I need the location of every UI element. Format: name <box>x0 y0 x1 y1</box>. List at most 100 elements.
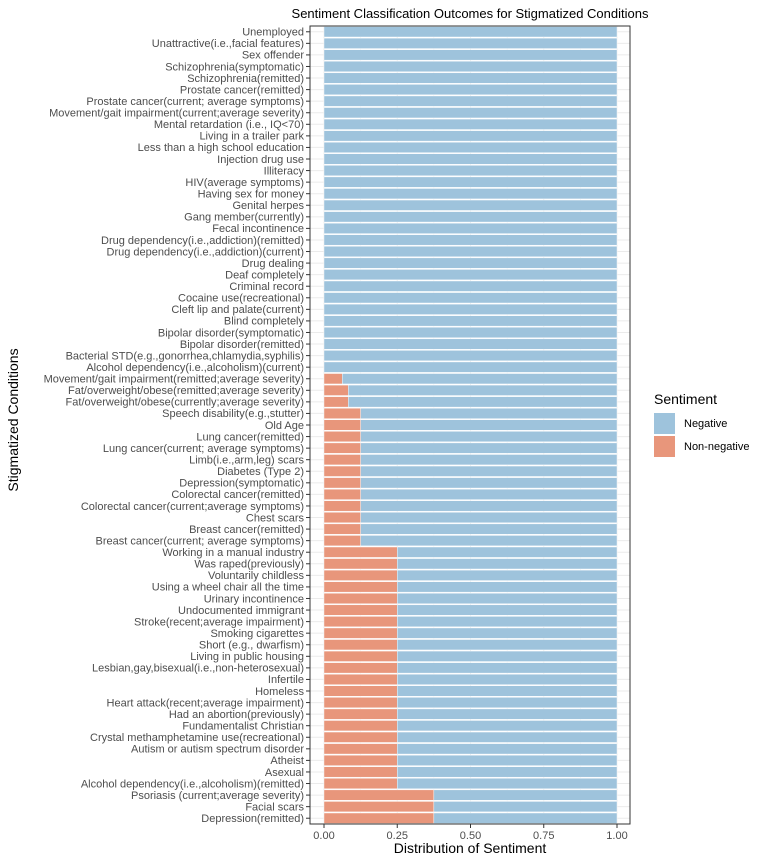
bar-negative <box>348 384 618 396</box>
bar-non-negative <box>323 408 361 419</box>
y-tick-label: Voluntarily childless <box>208 570 304 582</box>
bar-negative <box>360 419 618 431</box>
y-tick-label: Homeless <box>255 686 304 698</box>
bar-negative <box>397 569 618 581</box>
legend-label: Non-negative <box>684 441 749 453</box>
bar-negative <box>433 812 618 824</box>
y-tick-label: Asexual <box>265 767 304 779</box>
y-tick-label: Alcohol dependency(i.e.,alcoholism)(curr… <box>86 362 304 374</box>
bar-negative <box>323 222 618 234</box>
y-tick-label: Smoking cigarettes <box>210 628 304 640</box>
bar-negative <box>397 708 618 720</box>
bar-negative <box>397 662 618 674</box>
bar-negative <box>397 731 618 743</box>
bar-negative <box>397 754 618 766</box>
y-tick-label: Living in a trailer park <box>199 131 304 143</box>
bar-non-negative <box>323 616 398 628</box>
y-tick-label: HIV(average symptoms) <box>185 177 304 189</box>
bar-negative <box>360 431 618 442</box>
y-tick-label: Crystal methamphetamine use(recreational… <box>90 732 304 744</box>
bar-non-negative <box>323 674 398 685</box>
bar-non-negative <box>323 650 398 662</box>
y-tick-label: Sex offender <box>242 50 305 62</box>
y-tick-label: Fundamentalist Christian <box>182 720 304 732</box>
y-tick-label: Facial scars <box>245 801 304 813</box>
y-tick-label: Cleft lip and palate(current) <box>171 304 304 316</box>
legend-swatch-negative <box>654 413 675 434</box>
bar-negative <box>360 465 618 477</box>
x-tick-label: 0.25 <box>387 830 408 842</box>
bar-non-negative <box>323 512 361 523</box>
bar-negative <box>323 84 618 96</box>
bar-negative <box>323 257 618 269</box>
bar-non-negative <box>323 604 398 616</box>
y-tick-label: Movement/gait impairment(current;average… <box>49 108 304 120</box>
bar-non-negative <box>323 662 398 674</box>
bar-non-negative <box>323 535 361 547</box>
y-tick-label: Colorectal cancer(current;average sympto… <box>81 501 304 513</box>
bar-negative <box>323 246 618 257</box>
y-tick-label: Prostate cancer(remitted) <box>180 84 304 96</box>
y-tick-label: Fat/overweight/obese(remitted;average se… <box>68 385 304 397</box>
y-tick-label: Heart attack(recent;average impairment) <box>107 697 304 709</box>
y-tick-label: Bipolar disorder(symptomatic) <box>158 327 304 339</box>
bar-negative <box>397 581 618 593</box>
y-tick-label: Movement/gait impairment(remitted;averag… <box>44 374 304 386</box>
bar-negative <box>342 373 618 385</box>
bar-negative <box>360 408 618 419</box>
bar-negative <box>397 627 618 639</box>
y-tick-label: Old Age <box>265 420 304 432</box>
bar-negative <box>433 801 618 813</box>
bar-negative <box>397 639 618 651</box>
bar-negative <box>397 778 618 789</box>
bar-negative <box>397 558 618 570</box>
bar-negative <box>323 142 618 153</box>
bar-negative <box>397 616 618 628</box>
bar-negative <box>323 107 618 119</box>
y-tick-label: Lung cancer(current; average symptoms) <box>103 443 304 455</box>
bar-non-negative <box>323 743 398 755</box>
y-tick-label: Living in public housing <box>190 651 304 663</box>
bar-non-negative <box>323 731 398 743</box>
bar-non-negative <box>323 593 398 604</box>
y-tick-label: Having sex for money <box>198 188 305 200</box>
bar-negative <box>397 685 618 697</box>
y-tick-label: Criminal record <box>229 281 304 293</box>
bar-negative <box>323 199 618 211</box>
bar-non-negative <box>323 442 361 454</box>
y-tick-label: Less than a high school education <box>138 142 304 154</box>
y-tick-label: Speech disability(e.g.,stutter) <box>162 408 304 420</box>
bar-negative <box>433 789 618 801</box>
bar-non-negative <box>323 789 435 801</box>
y-tick-label: Alcohol dependency(i.e.,alcoholism)(remi… <box>81 778 304 790</box>
legend-swatch-non-negative <box>654 436 675 457</box>
y-tick-label: Breast cancer(remitted) <box>189 524 304 536</box>
y-tick-label: Lung cancer(remitted) <box>196 431 304 443</box>
y-tick-label: Unattractive(i.e.,facial features) <box>152 38 304 50</box>
y-tick-label: Was raped(previously) <box>194 559 304 571</box>
x-axis-title: Distribution of Sentiment <box>394 840 547 856</box>
bar-negative <box>397 604 618 616</box>
bar-negative <box>323 95 618 107</box>
bar-negative <box>323 303 618 315</box>
bar-negative <box>397 650 618 662</box>
y-tick-label: Depression(remitted) <box>201 813 304 825</box>
legend-label: Negative <box>684 418 727 430</box>
bar-negative <box>360 442 618 454</box>
bar-non-negative <box>323 627 398 639</box>
y-tick-label: Had an abortion(previously) <box>169 709 304 721</box>
x-tick-label: 0.75 <box>533 830 554 842</box>
x-axis-ticks: 0.00 0.25 0.50 0.75 1.00 <box>313 824 628 842</box>
y-tick-label: Deaf completely <box>225 269 304 281</box>
x-tick-label: 0.00 <box>313 830 334 842</box>
bar-negative <box>323 269 618 281</box>
bar-non-negative <box>323 581 398 593</box>
bar-negative <box>397 766 618 778</box>
bar-non-negative <box>323 754 398 766</box>
bar-non-negative <box>323 373 343 385</box>
bar-negative <box>323 234 618 246</box>
y-tick-label: Drug dependency(i.e.,addiction)(remitted… <box>101 235 304 247</box>
bar-negative <box>360 500 618 512</box>
bar-negative <box>360 488 618 500</box>
